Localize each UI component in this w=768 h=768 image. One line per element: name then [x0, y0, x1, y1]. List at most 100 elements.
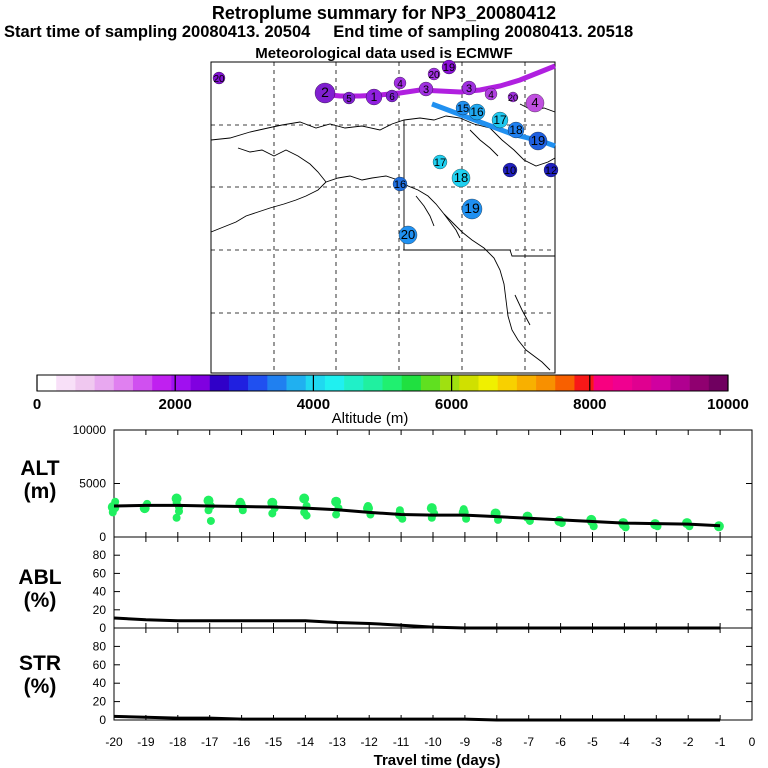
alt-dot	[332, 510, 341, 519]
alt-ytick-label: 5000	[79, 477, 106, 491]
colorbar-swatch-15	[324, 375, 345, 391]
alt-dot	[398, 514, 407, 523]
str-panel: 80 60 40 20 0	[93, 627, 753, 727]
colorbar-swatch-0	[37, 375, 57, 391]
colorbar-label: Altitude (m)	[332, 410, 409, 427]
map-point-label-2: 2	[321, 84, 329, 100]
x-tick-label: -9	[460, 735, 471, 749]
alt-dot	[204, 506, 213, 515]
chart-title: Retroplume summary for NP3_20080412	[211, 3, 557, 23]
abl-ytick-label: 20	[93, 603, 107, 617]
map-point-label-7: 20	[428, 70, 440, 81]
map-point-label-0: 20	[213, 74, 225, 85]
alt-dot	[302, 511, 311, 520]
abl-axis-label-line2: (%)	[23, 589, 57, 612]
map-point-label-3: 5	[346, 94, 352, 105]
colorbar-swatch-3	[94, 375, 115, 391]
map-point-4	[365, 88, 383, 106]
colorbar-swatch-12	[267, 375, 287, 391]
colorbar-swatch-27	[555, 375, 575, 391]
map-point-8	[385, 89, 399, 103]
colorbar-tick-label-4: 8000	[573, 396, 606, 413]
colorbar-tick-label-0: 0	[33, 396, 41, 413]
colorbar-swatch-22	[459, 375, 479, 391]
x-tick-label: -2	[683, 735, 694, 749]
colorbar-swatch-18	[382, 375, 402, 391]
alt-dot	[364, 501, 372, 510]
start-time-label: Start time of sampling 20080413. 20504	[4, 23, 311, 41]
colorbar-tick-label-2: 4000	[297, 396, 330, 413]
str-ytick-label: 60	[93, 658, 107, 672]
map-point-label-11: 4	[531, 95, 538, 110]
x-tick-label: -10	[424, 735, 442, 749]
colorbar-swatch-16	[344, 375, 364, 391]
x-tick-label: -13	[329, 735, 347, 749]
colorbar-swatch-19	[401, 375, 422, 391]
x-tick-label: -3	[651, 735, 662, 749]
colorbar-swatch-17	[363, 375, 383, 391]
colorbar-swatch-35	[708, 375, 729, 391]
colorbar-swatch-13	[286, 375, 307, 391]
map-point-24	[543, 162, 559, 178]
colorbar-swatch-21	[440, 375, 460, 391]
abl-panel-frame	[113, 536, 753, 629]
map-point-label-17: 15	[457, 103, 469, 115]
map-point-label-21: 19	[464, 200, 480, 216]
x-tick-label: -7	[523, 735, 534, 749]
alt-series-line	[113, 503, 721, 528]
x-tick-label: -15	[265, 735, 283, 749]
map-point-label-10: 4	[488, 90, 494, 101]
alt-panel: 10000 5000 0	[73, 423, 753, 544]
str-axis-label-line1: STR	[19, 652, 61, 675]
map-point-0	[212, 71, 226, 85]
str-ytick-label: 0	[99, 713, 106, 727]
alt-dot	[459, 505, 468, 514]
map-point-20	[451, 168, 471, 188]
map-point-9	[461, 80, 477, 96]
map-point-16	[468, 103, 486, 121]
str-axis-label: STR (%)	[5, 652, 75, 698]
map-point-23	[502, 162, 518, 178]
colorbar-swatch-4	[113, 375, 134, 391]
sampling-times: Start time of sampling 20080413. 20504 E…	[4, 23, 764, 42]
map-point-label-18: 16	[394, 179, 406, 191]
map-point-15	[491, 111, 509, 129]
colorbar-swatch-29	[593, 375, 614, 391]
str-ytick-label: 20	[93, 695, 107, 709]
colorbar-swatch-1	[56, 375, 76, 391]
map-point-5	[393, 76, 407, 90]
map-point-21	[461, 198, 483, 220]
colorbar-swatch-23	[478, 375, 498, 391]
map-point-label-15: 17	[493, 113, 507, 127]
map-point-3	[342, 91, 356, 105]
altitude-colorbar: 0 2000 4000 6000 8000 10000	[33, 374, 749, 413]
map-point-17	[455, 100, 471, 116]
map-point-label-4: 1	[371, 90, 378, 104]
colorbar-swatch-5	[132, 375, 153, 391]
map-point-label-9: 3	[466, 83, 472, 95]
colorbar-tick-label-1: 2000	[159, 396, 192, 413]
met-data-label: Meteorological data used is ECMWF	[255, 45, 513, 62]
colorbar-swatch-26	[536, 375, 556, 391]
abl-ytick-label: 60	[93, 566, 107, 580]
map-point-label-19: 17	[434, 157, 446, 169]
colorbar-swatch-10	[228, 375, 249, 391]
colorbar-swatch-25	[516, 375, 537, 391]
alt-dot	[395, 506, 404, 515]
map-point-13	[528, 131, 548, 151]
map-point-label-8: 6	[389, 92, 395, 103]
map-point-7	[427, 67, 441, 81]
map-point-18	[392, 176, 408, 192]
colorbar-swatch-9	[209, 375, 230, 391]
x-tick-label: -14	[297, 735, 315, 749]
colorbar-swatch-2	[75, 375, 95, 391]
abl-ytick-label: 80	[93, 548, 107, 562]
colorbar-swatch-11	[248, 375, 268, 391]
map-point-label-14: 18	[509, 123, 523, 137]
map-point-label-22: 20	[401, 227, 415, 242]
str-panel-frame	[113, 627, 753, 721]
str-axis-label-line2: (%)	[23, 675, 57, 698]
end-time-label: End time of sampling 20080413. 20518	[333, 23, 634, 41]
